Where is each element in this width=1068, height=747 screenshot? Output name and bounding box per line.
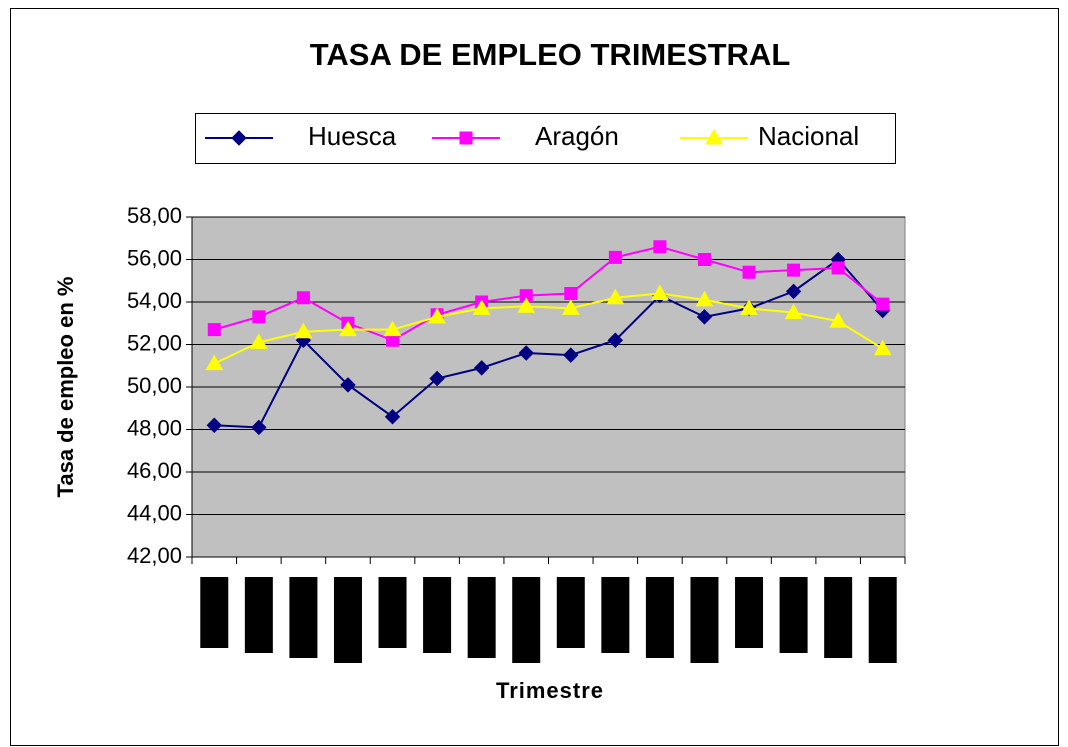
data-point xyxy=(785,283,802,300)
data-point xyxy=(873,339,892,356)
y-tick-label: 48,00 xyxy=(127,415,182,440)
redacted-label xyxy=(645,577,674,658)
data-point xyxy=(383,320,402,337)
y-tick-label: 56,00 xyxy=(127,245,182,270)
legend-marker xyxy=(459,131,473,145)
data-point xyxy=(696,309,713,325)
series-line xyxy=(214,258,884,429)
redacted-label xyxy=(690,577,719,663)
y-tick-label: 50,00 xyxy=(127,373,182,398)
data-point xyxy=(742,265,756,279)
redacted-label xyxy=(423,577,452,653)
data-point xyxy=(384,409,401,425)
legend-marker xyxy=(231,130,247,146)
legend xyxy=(195,113,896,164)
data-point xyxy=(249,333,268,349)
redacted-label xyxy=(378,577,407,648)
data-point xyxy=(697,253,711,266)
redacted-label xyxy=(512,577,541,663)
data-point xyxy=(251,419,267,436)
data-point xyxy=(829,312,848,328)
data-point xyxy=(831,261,845,275)
y-tick-label: 42,00 xyxy=(127,543,182,568)
data-point xyxy=(206,417,222,433)
data-point xyxy=(517,297,536,313)
redacted-label xyxy=(556,577,585,648)
data-point xyxy=(606,288,625,305)
redacted-label xyxy=(244,577,273,653)
redacted-label xyxy=(601,577,630,653)
data-point xyxy=(563,347,579,363)
legend-label: Aragón xyxy=(535,121,619,151)
legend-marker xyxy=(705,128,723,145)
data-point xyxy=(518,345,534,361)
series-line xyxy=(214,245,884,342)
data-point xyxy=(608,250,622,264)
data-point xyxy=(787,263,801,277)
y-tick-label: 54,00 xyxy=(127,288,182,313)
x-axis-label: Trimestre xyxy=(496,678,604,703)
data-point xyxy=(429,370,445,387)
data-point xyxy=(876,297,890,311)
redacted-label xyxy=(779,577,808,653)
data-point xyxy=(607,332,624,348)
y-tick-label: 46,00 xyxy=(127,458,182,483)
data-point xyxy=(252,310,266,324)
y-axis-label: Tasa de empleo en % xyxy=(53,277,78,498)
redacted-label xyxy=(824,577,853,658)
y-tick-label: 44,00 xyxy=(127,500,182,525)
data-point xyxy=(207,323,221,337)
data-point xyxy=(472,299,491,315)
redacted-label xyxy=(333,577,362,663)
data-point xyxy=(784,303,803,320)
data-point xyxy=(740,299,758,315)
data-point xyxy=(653,240,667,254)
redacted-label xyxy=(735,577,764,648)
data-point xyxy=(340,377,356,393)
data-point xyxy=(294,322,313,339)
data-point xyxy=(651,284,669,300)
data-point xyxy=(561,299,580,315)
redacted-label xyxy=(868,577,897,663)
data-point xyxy=(339,320,357,337)
y-tick-label: 58,00 xyxy=(127,203,182,228)
redacted-label xyxy=(467,577,496,658)
data-point xyxy=(428,307,446,324)
data-point xyxy=(296,291,310,305)
data-point xyxy=(695,290,714,307)
data-point xyxy=(205,354,224,371)
data-point xyxy=(473,360,490,376)
chart-title: TASA DE EMPLEO TRIMESTRAL xyxy=(310,37,791,72)
legend-label: Nacional xyxy=(758,121,859,151)
redacted-label xyxy=(200,577,229,648)
y-tick-label: 52,00 xyxy=(127,330,182,355)
redacted-label xyxy=(289,577,318,658)
series-line xyxy=(213,292,884,365)
data-point xyxy=(564,287,578,300)
legend-label: Huesca xyxy=(308,121,397,151)
